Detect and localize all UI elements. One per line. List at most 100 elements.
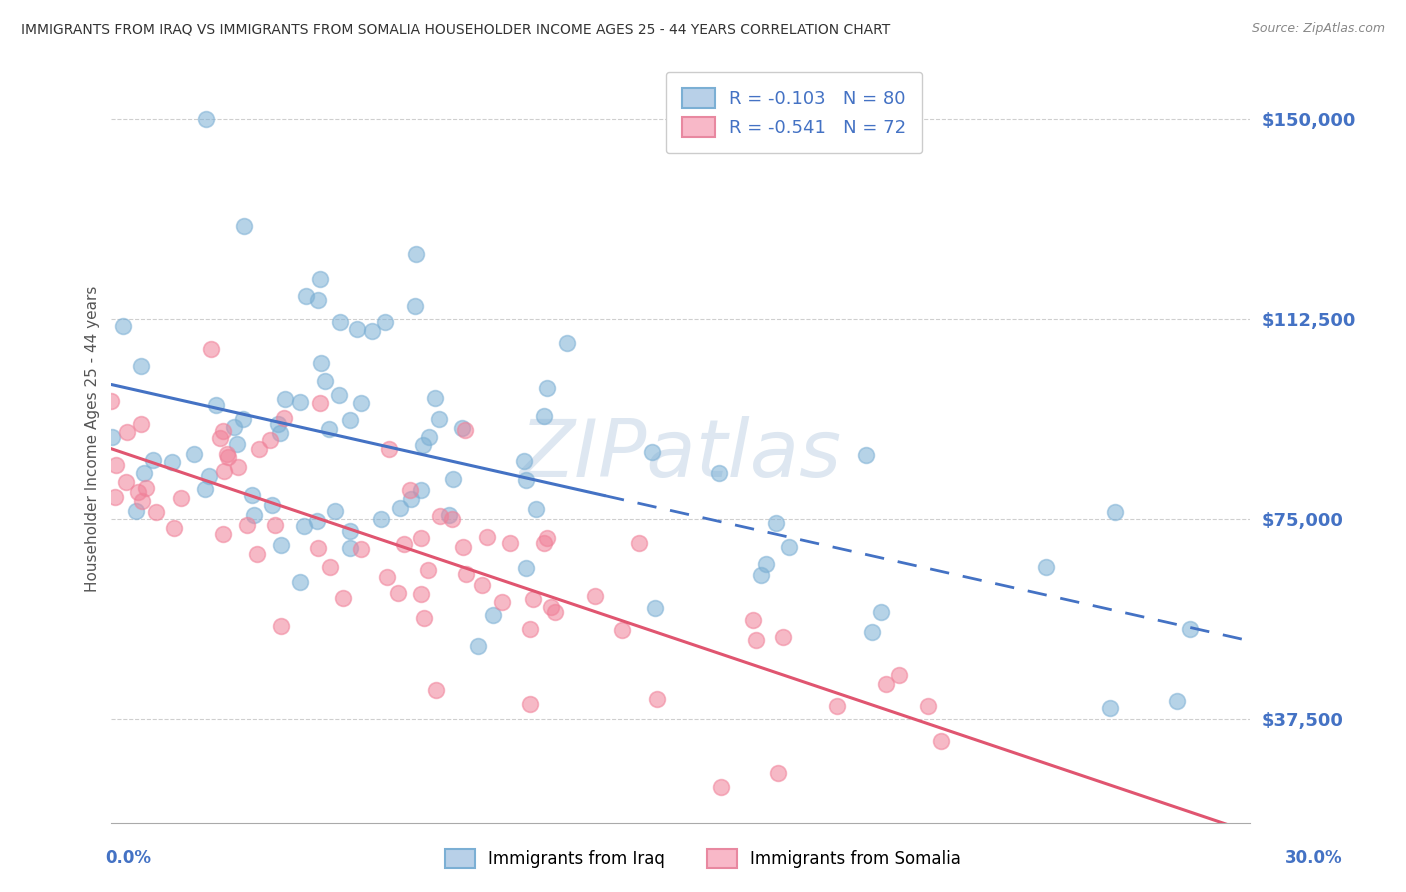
Point	[292, 518, 315, 533]
Point	[399, 483, 422, 498]
Point	[429, 508, 451, 523]
Point	[127, 484, 149, 499]
Point	[425, 683, 447, 698]
Point	[875, 677, 897, 691]
Point	[117, 425, 139, 439]
Point	[212, 465, 235, 479]
Point	[215, 446, 238, 460]
Point	[749, 567, 772, 582]
Point	[765, 516, 787, 530]
Point	[329, 315, 352, 329]
Point	[332, 591, 354, 605]
Point	[427, 411, 450, 425]
Point	[232, 412, 254, 426]
Point	[339, 524, 361, 539]
Point	[454, 423, 477, 437]
Point	[246, 548, 269, 562]
Point	[498, 536, 520, 550]
Point	[855, 448, 877, 462]
Point	[515, 473, 537, 487]
Point	[860, 624, 883, 639]
Point	[745, 632, 768, 647]
Point	[211, 424, 233, 438]
Point	[222, 419, 245, 434]
Point	[610, 623, 633, 637]
Point	[195, 112, 218, 127]
Point	[378, 442, 401, 457]
Text: IMMIGRANTS FROM IRAQ VS IMMIGRANTS FROM SOMALIA HOUSEHOLDER INCOME AGES 25 - 44 : IMMIGRANTS FROM IRAQ VS IMMIGRANTS FROM …	[21, 22, 890, 37]
Point	[405, 247, 427, 261]
Point	[288, 574, 311, 589]
Point	[100, 393, 122, 408]
Point	[418, 563, 440, 577]
Point	[412, 437, 434, 451]
Point	[440, 512, 463, 526]
Point	[226, 459, 249, 474]
Point	[827, 699, 849, 714]
Point	[524, 501, 547, 516]
Point	[399, 491, 422, 506]
Point	[314, 375, 336, 389]
Point	[350, 395, 373, 409]
Point	[145, 505, 167, 519]
Point	[515, 561, 537, 575]
Point	[247, 442, 270, 457]
Point	[454, 567, 477, 582]
Point	[519, 697, 541, 711]
Point	[270, 538, 292, 552]
Point	[194, 483, 217, 497]
Point	[387, 586, 409, 600]
Point	[104, 458, 127, 472]
Legend: Immigrants from Iraq, Immigrants from Somalia: Immigrants from Iraq, Immigrants from So…	[439, 843, 967, 875]
Point	[205, 398, 228, 412]
Point	[243, 508, 266, 522]
Point	[778, 540, 800, 554]
Point	[135, 481, 157, 495]
Point	[772, 630, 794, 644]
Point	[318, 422, 340, 436]
Point	[270, 618, 292, 632]
Point	[111, 319, 134, 334]
Legend: R = -0.103   N = 80, R = -0.541   N = 72: R = -0.103 N = 80, R = -0.541 N = 72	[666, 72, 922, 153]
Point	[404, 299, 426, 313]
Point	[361, 324, 384, 338]
Point	[129, 417, 152, 431]
Point	[411, 587, 433, 601]
Point	[411, 531, 433, 545]
Point	[323, 504, 346, 518]
Point	[482, 608, 505, 623]
Point	[115, 475, 138, 490]
Point	[236, 517, 259, 532]
Point	[169, 491, 191, 505]
Point	[131, 494, 153, 508]
Point	[929, 734, 952, 748]
Point	[710, 780, 733, 794]
Y-axis label: Householder Income Ages 25 - 44 years: Householder Income Ages 25 - 44 years	[86, 286, 100, 592]
Point	[392, 537, 415, 551]
Point	[887, 668, 910, 682]
Point	[418, 430, 440, 444]
Point	[413, 611, 436, 625]
Point	[640, 445, 662, 459]
Point	[339, 541, 361, 555]
Point	[1099, 700, 1122, 714]
Point	[319, 559, 342, 574]
Point	[540, 600, 562, 615]
Point	[755, 558, 778, 572]
Point	[233, 219, 256, 233]
Point	[309, 395, 332, 409]
Point	[269, 425, 291, 440]
Point	[645, 691, 668, 706]
Point	[134, 466, 156, 480]
Point	[131, 359, 153, 374]
Point	[309, 272, 332, 286]
Point	[522, 592, 544, 607]
Text: Source: ZipAtlas.com: Source: ZipAtlas.com	[1251, 22, 1385, 36]
Point	[226, 436, 249, 450]
Point	[267, 417, 290, 431]
Point	[350, 542, 373, 557]
Point	[628, 536, 651, 550]
Point	[467, 640, 489, 654]
Point	[273, 411, 295, 425]
Point	[536, 531, 558, 545]
